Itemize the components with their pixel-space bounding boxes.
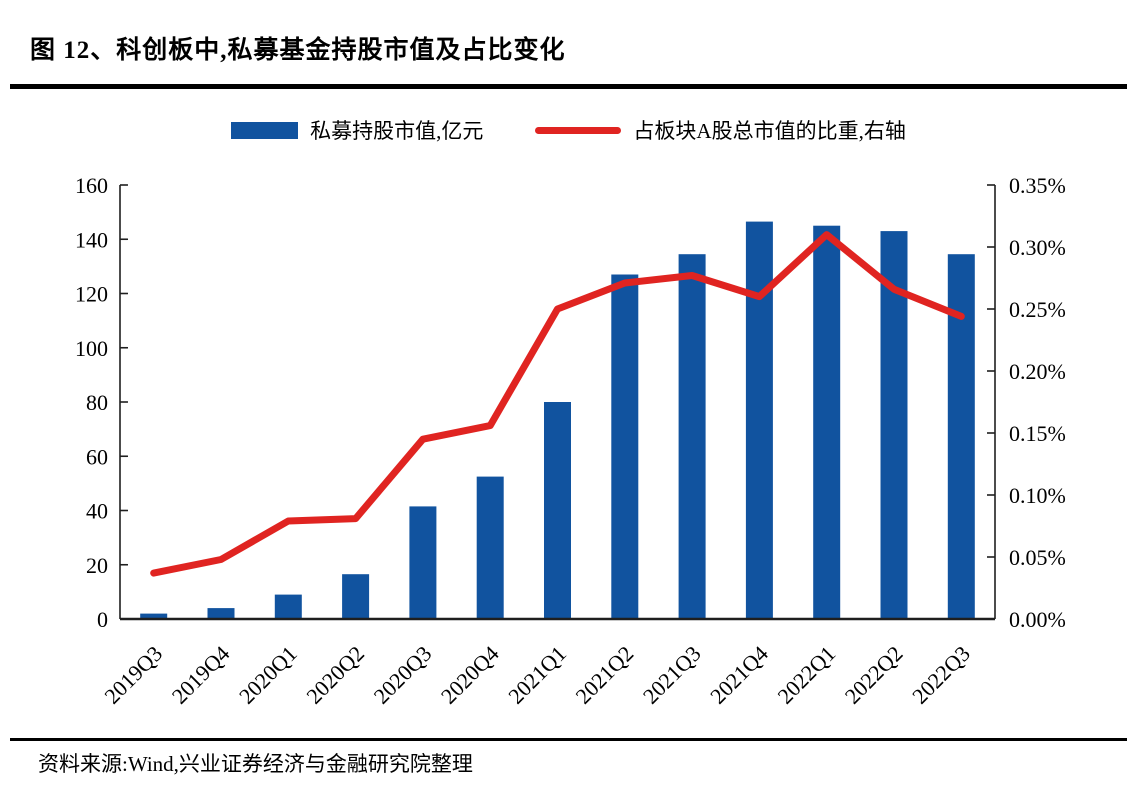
- figure-title: 图 12、科创板中,私募基金持股市值及占比变化: [30, 37, 566, 64]
- bar-2021Q2: [611, 274, 639, 619]
- title-divider: [10, 84, 1127, 89]
- bar-2022Q1: [813, 225, 841, 619]
- bar-2019Q4: [207, 608, 235, 619]
- right-tick-label: 0.15%: [1009, 421, 1066, 446]
- bar-2020Q1: [274, 594, 302, 619]
- x-tick-label-2022Q3: 2022Q3: [907, 641, 975, 709]
- x-tick-label-2020Q3: 2020Q3: [369, 641, 437, 709]
- x-tick-label-2020Q1: 2020Q1: [234, 641, 302, 709]
- bar-2020Q4: [476, 476, 504, 619]
- bar-2020Q3: [409, 506, 437, 619]
- left-tick-label: 160: [75, 173, 108, 198]
- x-tick-label-2020Q4: 2020Q4: [436, 641, 504, 709]
- bar-series-swatch: [231, 121, 299, 139]
- left-tick-label: 100: [75, 336, 108, 361]
- legend-item-line: 占板块A股总市值的比重,右轴: [535, 115, 906, 145]
- legend-item-bars: 私募持股市值,亿元: [231, 115, 483, 145]
- left-tick-label: 60: [86, 444, 108, 469]
- x-tick-label-2019Q4: 2019Q4: [167, 641, 235, 709]
- bar-2021Q1: [544, 402, 571, 619]
- right-tick-label: 0.20%: [1009, 359, 1066, 384]
- left-tick-label: 40: [86, 499, 108, 524]
- right-tick-label: 0.35%: [1009, 173, 1066, 198]
- left-tick-label: 140: [75, 227, 108, 252]
- bar-2021Q3: [678, 254, 706, 619]
- chart-legend: 私募持股市值,亿元 占板块A股总市值的比重,右轴: [0, 115, 1137, 145]
- right-tick-label: 0.05%: [1009, 545, 1066, 570]
- left-tick-label: 120: [75, 282, 108, 307]
- left-tick-label: 0: [97, 607, 108, 632]
- source-note: 资料来源:Wind,兴业证券经济与金融研究院整理: [38, 752, 473, 776]
- right-tick-label: 0.30%: [1009, 235, 1066, 260]
- ratio-line: [150, 231, 965, 577]
- x-tick-label-2022Q2: 2022Q2: [840, 641, 908, 709]
- line-series-swatch: [535, 126, 622, 134]
- right-tick-label: 0.10%: [1009, 483, 1066, 508]
- bar-2019Q3: [140, 613, 168, 619]
- legend-label-line: 占板块A股总市值的比重,右轴: [633, 119, 906, 143]
- right-tick-label: 0.25%: [1009, 297, 1066, 322]
- x-tick-label-2019Q3: 2019Q3: [99, 641, 167, 709]
- left-tick-label: 80: [86, 390, 108, 415]
- x-tick-label-2020Q2: 2020Q2: [301, 641, 369, 709]
- x-tick-label-2021Q4: 2021Q4: [705, 641, 773, 709]
- bar-2020Q2: [342, 574, 370, 619]
- x-tick-label-2021Q2: 2021Q2: [571, 641, 639, 709]
- x-tick-label-2022Q1: 2022Q1: [772, 641, 840, 709]
- bar-2021Q4: [745, 221, 773, 619]
- right-tick-label: 0.00%: [1009, 607, 1066, 632]
- x-tick-label-2021Q3: 2021Q3: [638, 641, 706, 709]
- left-tick-label: 20: [86, 553, 108, 578]
- legend-label-bars: 私募持股市值,亿元: [310, 119, 484, 143]
- footer-divider: [10, 738, 1127, 741]
- x-tick-label-2021Q1: 2021Q1: [503, 641, 571, 709]
